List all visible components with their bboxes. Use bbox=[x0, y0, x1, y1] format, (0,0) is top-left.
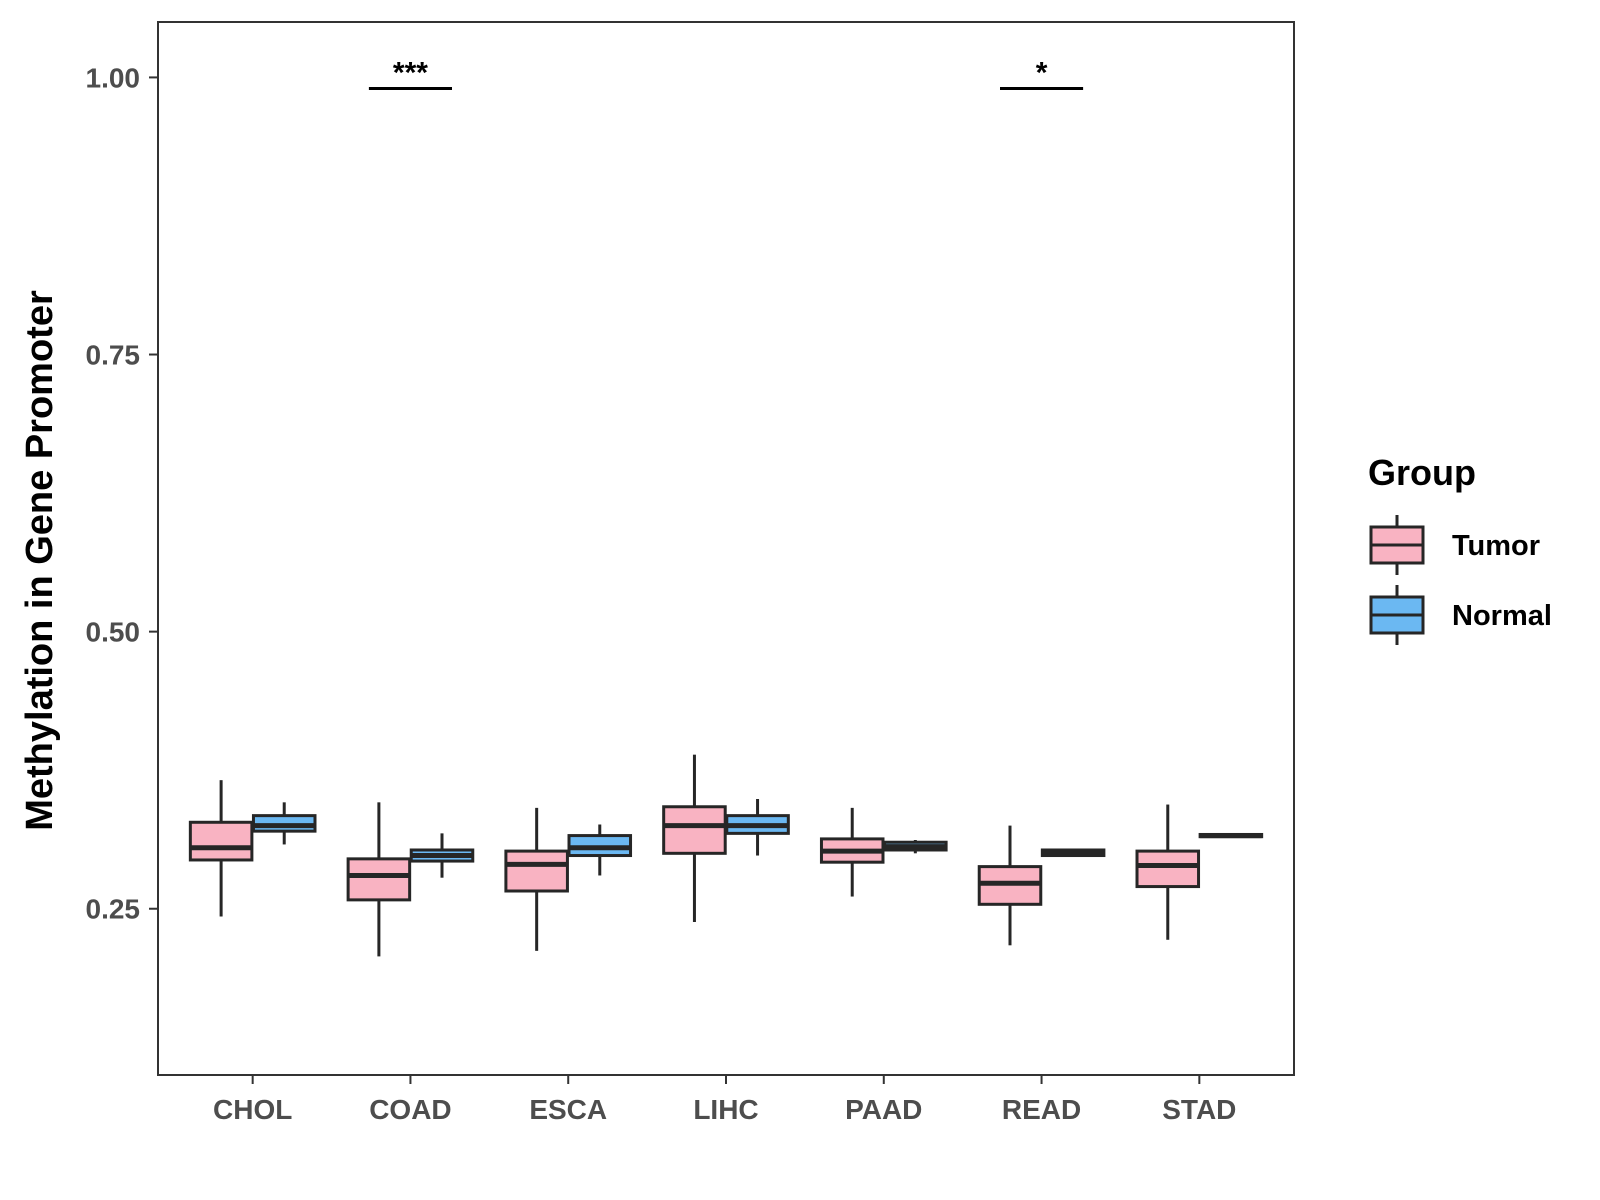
significance-label: *** bbox=[393, 57, 428, 90]
box-tumor-read bbox=[977, 825, 1043, 946]
significance-annotations: *** * bbox=[368, 57, 1084, 91]
x-tick-label: CHOL bbox=[213, 1094, 292, 1125]
box-body bbox=[346, 857, 412, 902]
legend-item-tumor: Tumor bbox=[1369, 515, 1540, 575]
box-tumor-esca bbox=[504, 807, 569, 951]
y-tick-label: 0.75 bbox=[86, 340, 141, 371]
legend-label: Tumor bbox=[1452, 530, 1540, 562]
y-axis: 0.25 0.50 0.75 1.00 bbox=[86, 62, 158, 925]
box-tumor-coad bbox=[346, 802, 412, 957]
box-body bbox=[1135, 849, 1201, 889]
y-tick-label: 1.00 bbox=[86, 62, 141, 93]
x-axis: CHOL COAD ESCA LIHC PAAD READ STAD bbox=[213, 1075, 1236, 1125]
box-normal-coad bbox=[409, 833, 475, 878]
box-normal-esca bbox=[567, 824, 633, 876]
y-tick-label: 0.50 bbox=[86, 617, 141, 648]
box-normal-read bbox=[1040, 848, 1106, 858]
legend-title: Group bbox=[1368, 452, 1476, 493]
box-tumor-lihc bbox=[662, 754, 727, 923]
x-tick-label: COAD bbox=[369, 1094, 451, 1125]
box-body bbox=[662, 805, 727, 855]
box-tumor-paad bbox=[819, 807, 885, 897]
box-normal-lihc bbox=[725, 799, 790, 856]
legend-label: Normal bbox=[1452, 600, 1552, 632]
legend: Group Tumor Normal bbox=[1368, 452, 1552, 645]
x-tick-label: PAAD bbox=[845, 1094, 922, 1125]
y-axis-title: Methylation in Gene Promoter bbox=[19, 290, 61, 831]
legend-item-normal: Normal bbox=[1369, 585, 1552, 645]
box-tumor-stad bbox=[1135, 804, 1201, 940]
significance-label: * bbox=[1036, 57, 1048, 90]
box-normal-stad bbox=[1198, 832, 1264, 839]
box-body bbox=[504, 849, 569, 893]
boxes-layer bbox=[188, 754, 1264, 957]
box-tumor-chol bbox=[188, 780, 254, 917]
box-normal-paad bbox=[883, 840, 948, 854]
box-normal-chol bbox=[251, 802, 317, 845]
box-body bbox=[188, 820, 254, 862]
y-tick-label: 0.25 bbox=[86, 894, 141, 925]
x-tick-label: LIHC bbox=[693, 1094, 758, 1125]
x-tick-label: READ bbox=[1002, 1094, 1081, 1125]
x-tick-label: ESCA bbox=[529, 1094, 607, 1125]
x-tick-label: STAD bbox=[1162, 1094, 1236, 1125]
